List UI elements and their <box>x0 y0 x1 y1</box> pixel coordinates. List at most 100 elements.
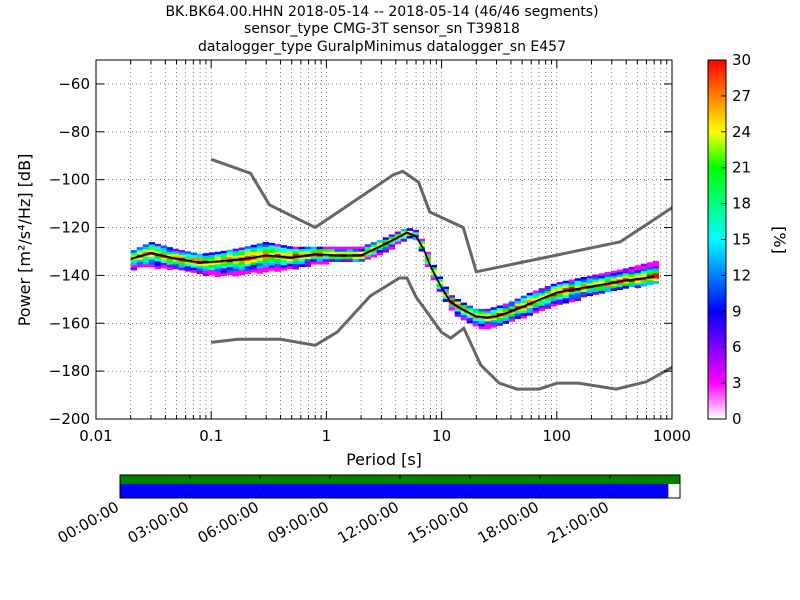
psd-cell <box>598 290 605 294</box>
psd-cell <box>166 252 173 255</box>
psd-cell <box>472 311 479 314</box>
psd-cell <box>172 256 179 260</box>
psd-cell <box>214 266 221 270</box>
colorbar-tick-label: 15 <box>732 231 751 249</box>
psd-cell <box>532 290 539 294</box>
psd-cell <box>220 270 227 274</box>
psd-cell <box>256 260 263 264</box>
psd-cell <box>568 279 575 283</box>
psd-cell <box>562 285 569 289</box>
psd-cell <box>544 303 551 307</box>
psd-cell <box>214 274 221 278</box>
y-tick-label: −140 <box>49 266 90 284</box>
psd-cell <box>460 302 467 306</box>
colorbar-tick-label: 9 <box>732 302 742 320</box>
psd-cell <box>262 257 269 260</box>
psd-cell <box>208 272 215 276</box>
psd-cell <box>346 256 353 260</box>
psd-cell <box>340 249 347 252</box>
psd-cell <box>148 249 155 253</box>
psd-cell <box>514 301 521 304</box>
psd-cell <box>484 326 491 330</box>
psd-cell <box>550 286 557 289</box>
psd-cell <box>370 249 377 253</box>
psd-cell <box>616 272 623 275</box>
psd-cell <box>250 254 257 258</box>
psd-cell <box>526 305 533 309</box>
psd-cell <box>256 250 263 254</box>
psd-cell <box>274 261 281 265</box>
psd-cell <box>478 308 485 312</box>
psd-cell <box>622 268 629 272</box>
psd-cell <box>304 256 311 260</box>
psd-cell <box>292 266 299 270</box>
psd-cell <box>580 284 587 288</box>
psd-cell <box>262 242 269 245</box>
psd-cell <box>274 254 281 257</box>
psd-cell <box>250 244 257 248</box>
psd-cell <box>304 251 311 255</box>
psd-cell <box>622 283 629 287</box>
psd-cell <box>256 258 263 262</box>
psd-cell <box>526 297 533 301</box>
psd-cell <box>136 249 143 253</box>
psd-cell <box>130 267 137 271</box>
psd-cell <box>604 274 611 278</box>
psd-cell <box>322 259 329 262</box>
psd-cell <box>256 263 263 267</box>
psd-cell <box>424 264 431 267</box>
psd-cell <box>598 288 605 292</box>
psd-cell <box>376 250 383 253</box>
psd-cell <box>466 320 473 324</box>
psd-cell <box>184 253 191 257</box>
psd-cell <box>274 264 281 267</box>
psd-cell <box>652 266 659 269</box>
psd-cell <box>628 266 635 270</box>
psd-cell <box>520 313 527 316</box>
psd-cell <box>640 266 647 269</box>
psd-cell <box>544 291 551 294</box>
psd-cell <box>640 281 647 284</box>
psd-cell <box>142 259 149 263</box>
psd-cell <box>292 246 299 250</box>
psd-cell <box>580 277 587 280</box>
psd-cell <box>160 260 167 264</box>
psd-cell <box>490 317 497 321</box>
psd-cell <box>178 262 185 266</box>
psd-cell <box>214 264 221 268</box>
psd-cell <box>502 308 509 312</box>
psd-cell <box>238 267 245 271</box>
psd-cell <box>604 287 611 290</box>
psd-cell <box>274 246 281 250</box>
psd-cell <box>586 280 593 284</box>
psd-cell <box>298 249 305 252</box>
psd-cell <box>160 245 167 249</box>
psd-cell <box>148 247 155 250</box>
psd-cell <box>196 258 203 262</box>
psd-cell <box>622 275 629 279</box>
psd-cell <box>478 323 485 327</box>
psd-cell <box>226 252 233 255</box>
y-tick-label: −120 <box>49 219 90 237</box>
psd-cell <box>268 250 275 254</box>
psd-cell <box>604 279 611 283</box>
y-tick-label: −160 <box>49 314 90 332</box>
y-axis: −200 −180 −160 −140 −120 −100 −80 −60 <box>49 75 672 428</box>
psd-cell <box>148 262 155 265</box>
psd-cell <box>646 272 653 275</box>
x-tick-label: 0.1 <box>199 427 223 445</box>
psd-cell <box>268 267 275 271</box>
psd-cell <box>550 288 557 292</box>
psd-cell <box>130 255 137 258</box>
psd-cell <box>154 261 161 265</box>
psd-cell <box>646 274 653 278</box>
psd-cell <box>250 267 257 271</box>
psd-cell <box>592 279 599 283</box>
psd-cell <box>328 246 335 250</box>
psd-cell <box>472 318 479 322</box>
psd-cell <box>364 249 371 253</box>
psd-cell <box>262 259 269 263</box>
psd-cell <box>532 310 539 314</box>
psd-cell <box>544 293 551 297</box>
psd-cell <box>292 249 299 252</box>
